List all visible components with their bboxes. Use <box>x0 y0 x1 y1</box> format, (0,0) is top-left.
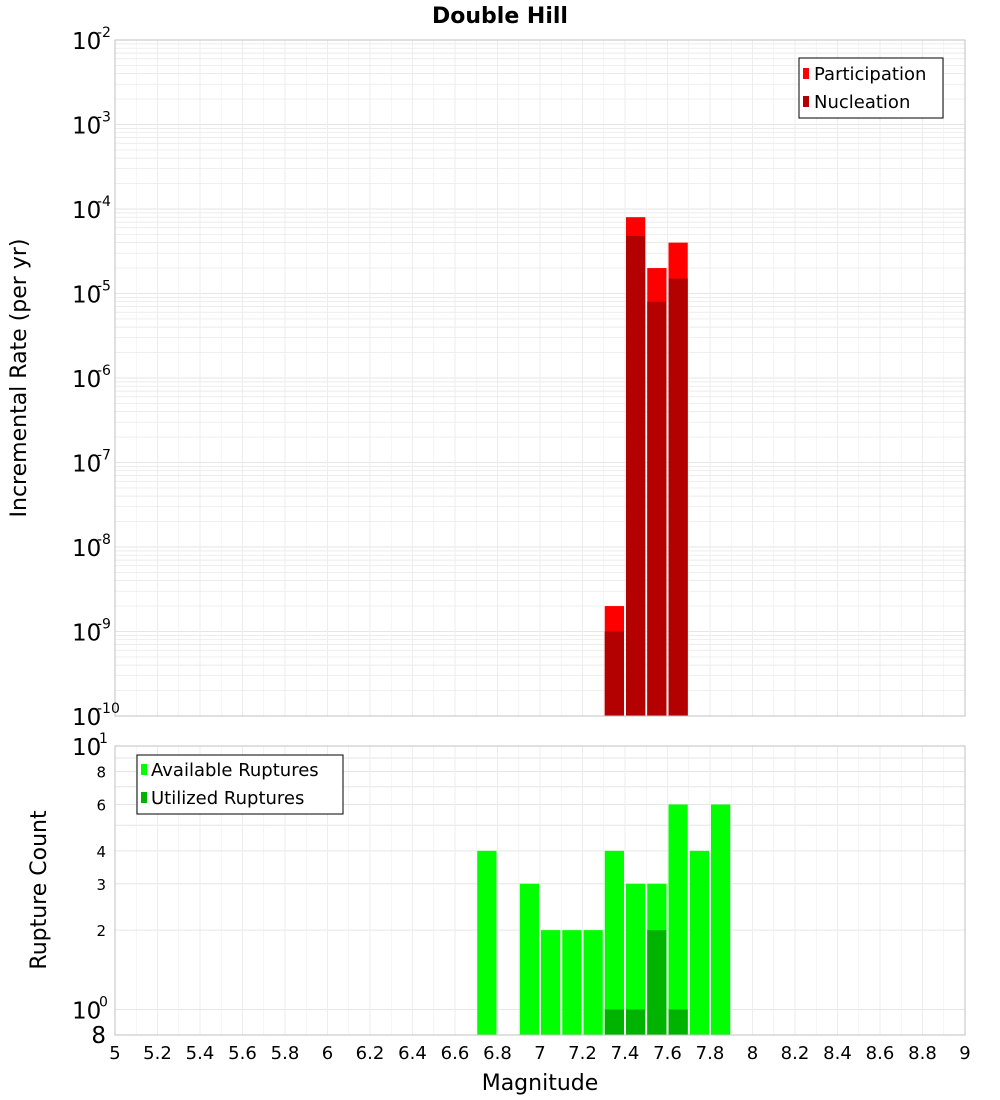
x-tick-label: 7.2 <box>568 1043 597 1064</box>
x-tick-label: 6 <box>322 1043 333 1064</box>
available-ruptures-bar <box>689 850 709 1035</box>
rate-plot-frame <box>114 39 966 717</box>
x-tick-label: 8.8 <box>908 1043 937 1064</box>
count-y-tick-exponent: 0 <box>99 994 108 1010</box>
rate-y-tick-exponent: -6 <box>97 363 111 379</box>
count-y-tick-base: 10 <box>72 735 101 761</box>
available-ruptures-bar <box>668 804 688 1035</box>
x-tick-label: 8.2 <box>781 1043 810 1064</box>
x-tick-label: 5.2 <box>143 1043 172 1064</box>
rate-y-tick-exponent: -10 <box>97 701 120 717</box>
nucleation-bar <box>647 301 667 716</box>
rate-y-tick-base: 10 <box>72 367 101 393</box>
rate-legend: Participation Nucleation <box>798 57 944 119</box>
legend-label: Participation <box>814 64 926 85</box>
rate-y-tick-exponent: -7 <box>97 448 111 464</box>
rate-y-tick-exponent: -5 <box>97 279 111 295</box>
rate-y-tick-exponent: -8 <box>97 532 111 548</box>
utilized-ruptures-bar <box>647 930 667 1035</box>
legend-swatch <box>803 68 809 79</box>
rate-plot-bars <box>604 217 688 717</box>
rate-y-tick-base: 10 <box>72 29 101 55</box>
x-tick-label: 6.2 <box>356 1043 385 1064</box>
rate-y-tick-base: 10 <box>72 198 101 224</box>
available-ruptures-bar <box>541 930 561 1035</box>
rate-y-tick-exponent: -4 <box>97 194 111 210</box>
available-ruptures-bar <box>626 883 646 1035</box>
count-y-tick-label: 3 <box>96 876 106 894</box>
count-y-tick-label: 8 <box>91 1023 106 1049</box>
x-tick-label: 6.4 <box>398 1043 427 1064</box>
x-axis-label: Magnitude <box>482 1071 599 1096</box>
x-tick-label: 8.4 <box>823 1043 852 1064</box>
legend-label: Available Ruptures <box>151 760 319 781</box>
rate-plot-grid <box>114 40 966 717</box>
utilized-ruptures-bar <box>626 1009 646 1035</box>
x-tick-label: 9 <box>959 1043 970 1064</box>
rate-y-tick-exponent: -9 <box>97 617 111 633</box>
x-tick-label: 6.8 <box>483 1043 512 1064</box>
count-legend-box <box>136 754 344 815</box>
available-ruptures-bar <box>711 804 731 1035</box>
count-y-axis-label: Rupture Count <box>27 810 52 970</box>
x-tick-label: 5.6 <box>228 1043 257 1064</box>
count-plot-frame <box>114 745 966 1036</box>
rate-y-tick-base: 10 <box>72 114 101 140</box>
utilized-ruptures-bar <box>668 1009 688 1035</box>
nucleation-bar <box>626 235 646 716</box>
rate-y-tick-exponent: -2 <box>97 25 111 41</box>
available-ruptures-bar <box>562 930 582 1035</box>
rate-y-tick-exponent: -3 <box>97 110 111 126</box>
rate-y-tick-base: 10 <box>72 283 101 309</box>
x-tick-label: 7.6 <box>653 1043 682 1064</box>
legend-label: Nucleation <box>814 92 910 113</box>
rate-y-tick-base: 10 <box>72 621 101 647</box>
x-tick-label: 5.8 <box>271 1043 300 1064</box>
x-tick-label: 8 <box>747 1043 758 1064</box>
count-y-tick-label: 2 <box>96 922 106 940</box>
available-ruptures-bar <box>519 883 539 1035</box>
count-y-tick-base: 10 <box>72 998 101 1024</box>
chart-title: Double Hill <box>432 4 568 29</box>
count-y-tick-label: 6 <box>96 796 106 814</box>
x-tick-label: 6.6 <box>441 1043 470 1064</box>
rate-legend-box <box>798 57 944 119</box>
count-legend: Available Ruptures Utilized Ruptures <box>136 754 344 815</box>
legend-swatch <box>803 96 809 107</box>
nucleation-bar <box>604 631 624 716</box>
magnitude-x-tick-labels: 5 5.2 5.4 5.6 5.8 6 6.2 6.4 6.6 6.8 7 7.2 7.4 7.6 7.8 8… <box>109 1043 970 1064</box>
x-tick-label: 8.6 <box>866 1043 895 1064</box>
rate-y-tick-base: 10 <box>72 536 101 562</box>
nucleation-bar <box>668 278 688 716</box>
count-y-tick-exponent: 1 <box>99 731 108 747</box>
x-tick-label: 5 <box>109 1043 120 1064</box>
utilized-ruptures-bar <box>604 1009 624 1035</box>
x-tick-label: 7.8 <box>696 1043 725 1064</box>
available-ruptures-bar <box>583 930 603 1035</box>
rate-y-axis-label: Incremental Rate (per yr) <box>7 239 32 518</box>
available-ruptures-bar <box>604 850 624 1035</box>
x-tick-label: 7.4 <box>611 1043 640 1064</box>
x-tick-label: 5.4 <box>186 1043 215 1064</box>
legend-swatch <box>141 792 147 803</box>
legend-swatch <box>141 764 147 775</box>
rate-y-tick-base: 10 <box>72 705 101 731</box>
available-ruptures-bar <box>477 850 497 1035</box>
legend-label: Utilized Ruptures <box>151 788 304 809</box>
rate-y-tick-base: 10 <box>72 452 101 478</box>
count-y-tick-label: 4 <box>96 843 106 861</box>
count-y-tick-label: 8 <box>96 764 106 782</box>
x-tick-label: 7 <box>534 1043 545 1064</box>
count-plot-bars <box>477 804 731 1035</box>
